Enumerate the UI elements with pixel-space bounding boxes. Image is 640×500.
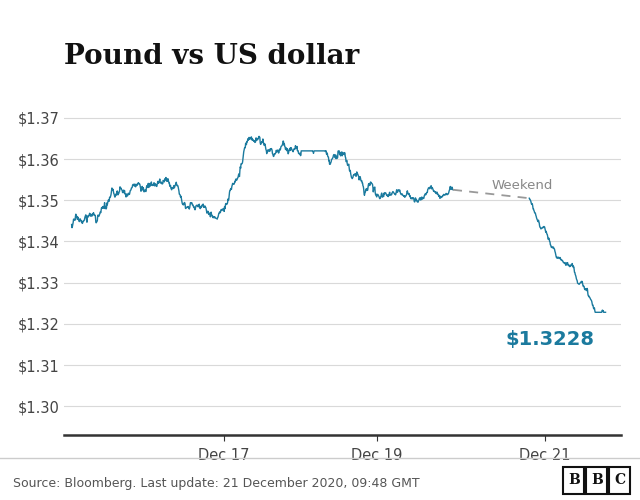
Text: Source: Bloomberg. Last update: 21 December 2020, 09:48 GMT: Source: Bloomberg. Last update: 21 Decem…: [13, 477, 419, 490]
Text: C: C: [614, 473, 625, 487]
Text: Pound vs US dollar: Pound vs US dollar: [64, 43, 359, 70]
Text: Weekend: Weekend: [491, 179, 552, 192]
Text: B: B: [568, 473, 580, 487]
Text: $1.3228: $1.3228: [505, 330, 594, 349]
Text: B: B: [591, 473, 603, 487]
